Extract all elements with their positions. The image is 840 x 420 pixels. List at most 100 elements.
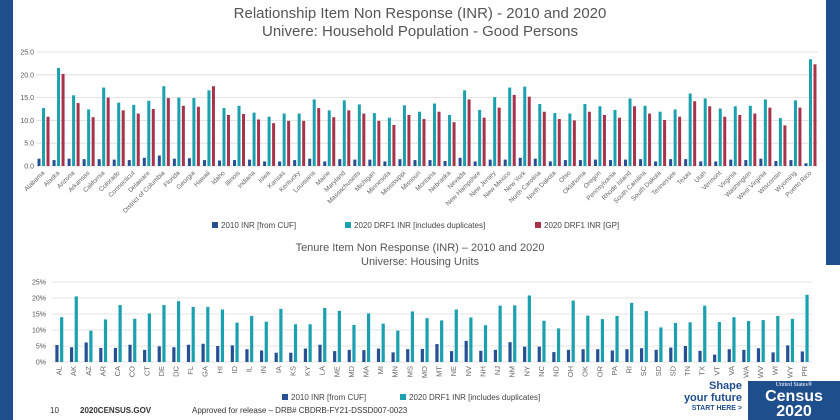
chart1-bar-3 bbox=[437, 111, 441, 166]
start-here-link[interactable]: START HERE > bbox=[691, 405, 742, 412]
chart1-bar-3 bbox=[663, 119, 667, 166]
chart2-bar-2 bbox=[644, 311, 648, 362]
chart1-bar-1 bbox=[187, 158, 191, 166]
chart2-bar-2 bbox=[147, 313, 151, 362]
chart1-bar-1 bbox=[82, 159, 86, 166]
chart1-bar-3 bbox=[617, 117, 621, 166]
chart2-x-tick-label: KY bbox=[303, 366, 312, 376]
chart1-bar-1 bbox=[804, 163, 808, 166]
chart1-bar-2 bbox=[523, 86, 527, 166]
chart2-bar-1 bbox=[669, 347, 673, 362]
chart2-bar-2 bbox=[542, 320, 546, 362]
chart2-bar-1 bbox=[259, 350, 264, 362]
chart2-subtitle: Universe: Housing Units bbox=[361, 256, 479, 268]
chart1-bar-1 bbox=[533, 158, 537, 166]
chart1-bar-1 bbox=[563, 160, 567, 166]
chart2-x-tick-label: NE bbox=[449, 366, 458, 376]
chart1-bar-3 bbox=[272, 123, 276, 166]
chart1-bar-1 bbox=[654, 161, 658, 166]
chart2-bar-1 bbox=[581, 349, 585, 362]
chart2-x-tick-label: IA bbox=[274, 366, 283, 373]
chart2-bar-1 bbox=[786, 345, 790, 362]
chart2-bar-1 bbox=[143, 349, 147, 362]
chart1-bar-2 bbox=[538, 103, 542, 166]
chart2-x-tick-label: WY bbox=[785, 366, 794, 378]
chart2-x-tick-label: NM bbox=[508, 366, 517, 378]
chart1-bar-3 bbox=[302, 120, 306, 166]
chart1-bar-1 bbox=[593, 159, 597, 166]
chart1-bar-3 bbox=[332, 117, 336, 166]
site-link[interactable]: 2020CENSUS.GOV bbox=[80, 406, 152, 415]
chart1-bar-2 bbox=[342, 100, 346, 166]
chart2-bar-1 bbox=[508, 342, 512, 362]
chart2-bar-1 bbox=[333, 351, 337, 362]
chart2-x-tick-label: AR bbox=[98, 365, 107, 376]
chart1-legend-label: 2020 DRF1 INR [includes duplicates] bbox=[354, 221, 485, 230]
chart1-bar-2 bbox=[387, 117, 391, 166]
chart2-x-tick-label: NC bbox=[537, 365, 546, 376]
chart2-bar-2 bbox=[235, 322, 239, 362]
shape-your-future-link[interactable]: Shape your future START HERE > bbox=[670, 381, 742, 414]
chart2-bar-1 bbox=[449, 351, 454, 362]
chart1-bar-3 bbox=[542, 111, 546, 166]
chart1-bar-2 bbox=[433, 103, 437, 166]
chart1-bar-1 bbox=[308, 158, 312, 166]
chart1-bar-2 bbox=[72, 95, 76, 166]
chart1-bar-1 bbox=[548, 161, 552, 166]
chart1-bar-1 bbox=[624, 159, 628, 166]
chart2-x-tick-label: SC bbox=[639, 365, 648, 376]
chart2-bar-2 bbox=[366, 313, 371, 362]
chart2-bar-2 bbox=[293, 324, 298, 362]
chart1-bar-2 bbox=[583, 103, 587, 166]
chart1-bar-2 bbox=[718, 108, 722, 166]
chart2-bar-2 bbox=[469, 317, 473, 362]
chart2-bar-1 bbox=[493, 349, 498, 362]
chart2-y-tick-label: 20% bbox=[32, 296, 46, 303]
chart2-bar-2 bbox=[250, 315, 254, 362]
chart2-x-tick-label: MO bbox=[420, 366, 429, 378]
chart1-bar-2 bbox=[508, 87, 512, 166]
chart2-bar-2 bbox=[352, 324, 356, 362]
chart2-bar-2 bbox=[323, 307, 327, 362]
chart2-x-tick-label: KS bbox=[288, 366, 297, 376]
chart2-x-tick-label: LA bbox=[318, 366, 327, 375]
chart1-bar-2 bbox=[327, 110, 331, 166]
chart1-bar-2 bbox=[42, 108, 46, 166]
chart2-x-tick-label: AZ bbox=[84, 366, 93, 376]
chart2-bar-2 bbox=[761, 320, 765, 362]
chart2-x-tick-label: SD bbox=[654, 365, 663, 376]
chart1-bar-3 bbox=[166, 98, 170, 166]
chart1-bar-3 bbox=[482, 117, 486, 166]
chart1-bar-1 bbox=[789, 160, 793, 166]
chart2-x-tick-label: NJ bbox=[493, 366, 502, 375]
chart2-bar-1 bbox=[610, 350, 614, 362]
chart1-bar-2 bbox=[147, 100, 151, 166]
chart2-x-tick-label: TN bbox=[683, 366, 692, 376]
chart2-x-tick-label: PR bbox=[800, 365, 809, 376]
chart1-bar-1 bbox=[172, 158, 176, 166]
chart1-bar-2 bbox=[748, 105, 752, 166]
chart2-bar-1 bbox=[172, 347, 176, 362]
chart1-bar-2 bbox=[207, 90, 211, 166]
chart1-bar-3 bbox=[678, 116, 682, 166]
chart1-bar-1 bbox=[233, 160, 237, 166]
chart2-bar-2 bbox=[586, 315, 590, 362]
chart2-bar-1 bbox=[566, 349, 571, 362]
chart1-bar-2 bbox=[493, 97, 497, 166]
chart1-bar-1 bbox=[503, 159, 507, 166]
chart1-bar-3 bbox=[783, 125, 787, 166]
chart1-bar-1 bbox=[759, 158, 763, 166]
chart2-bar-2 bbox=[776, 315, 780, 362]
chart2-x-tick-label: ND bbox=[551, 365, 560, 376]
chart2-bar-2 bbox=[176, 301, 181, 362]
logo-top: United States® bbox=[775, 382, 813, 388]
chart1-bar-1 bbox=[338, 159, 342, 166]
chart1-bar-2 bbox=[793, 100, 797, 166]
chart1-bar-2 bbox=[448, 114, 452, 166]
chart2-legend-label: 2010 INR [from CUF] bbox=[291, 393, 366, 402]
chart2-x-tick-label: MA bbox=[361, 366, 370, 377]
chart2-bar-1 bbox=[537, 346, 541, 362]
chart1-bar-3 bbox=[136, 113, 140, 166]
chart1-bar-2 bbox=[267, 116, 271, 166]
